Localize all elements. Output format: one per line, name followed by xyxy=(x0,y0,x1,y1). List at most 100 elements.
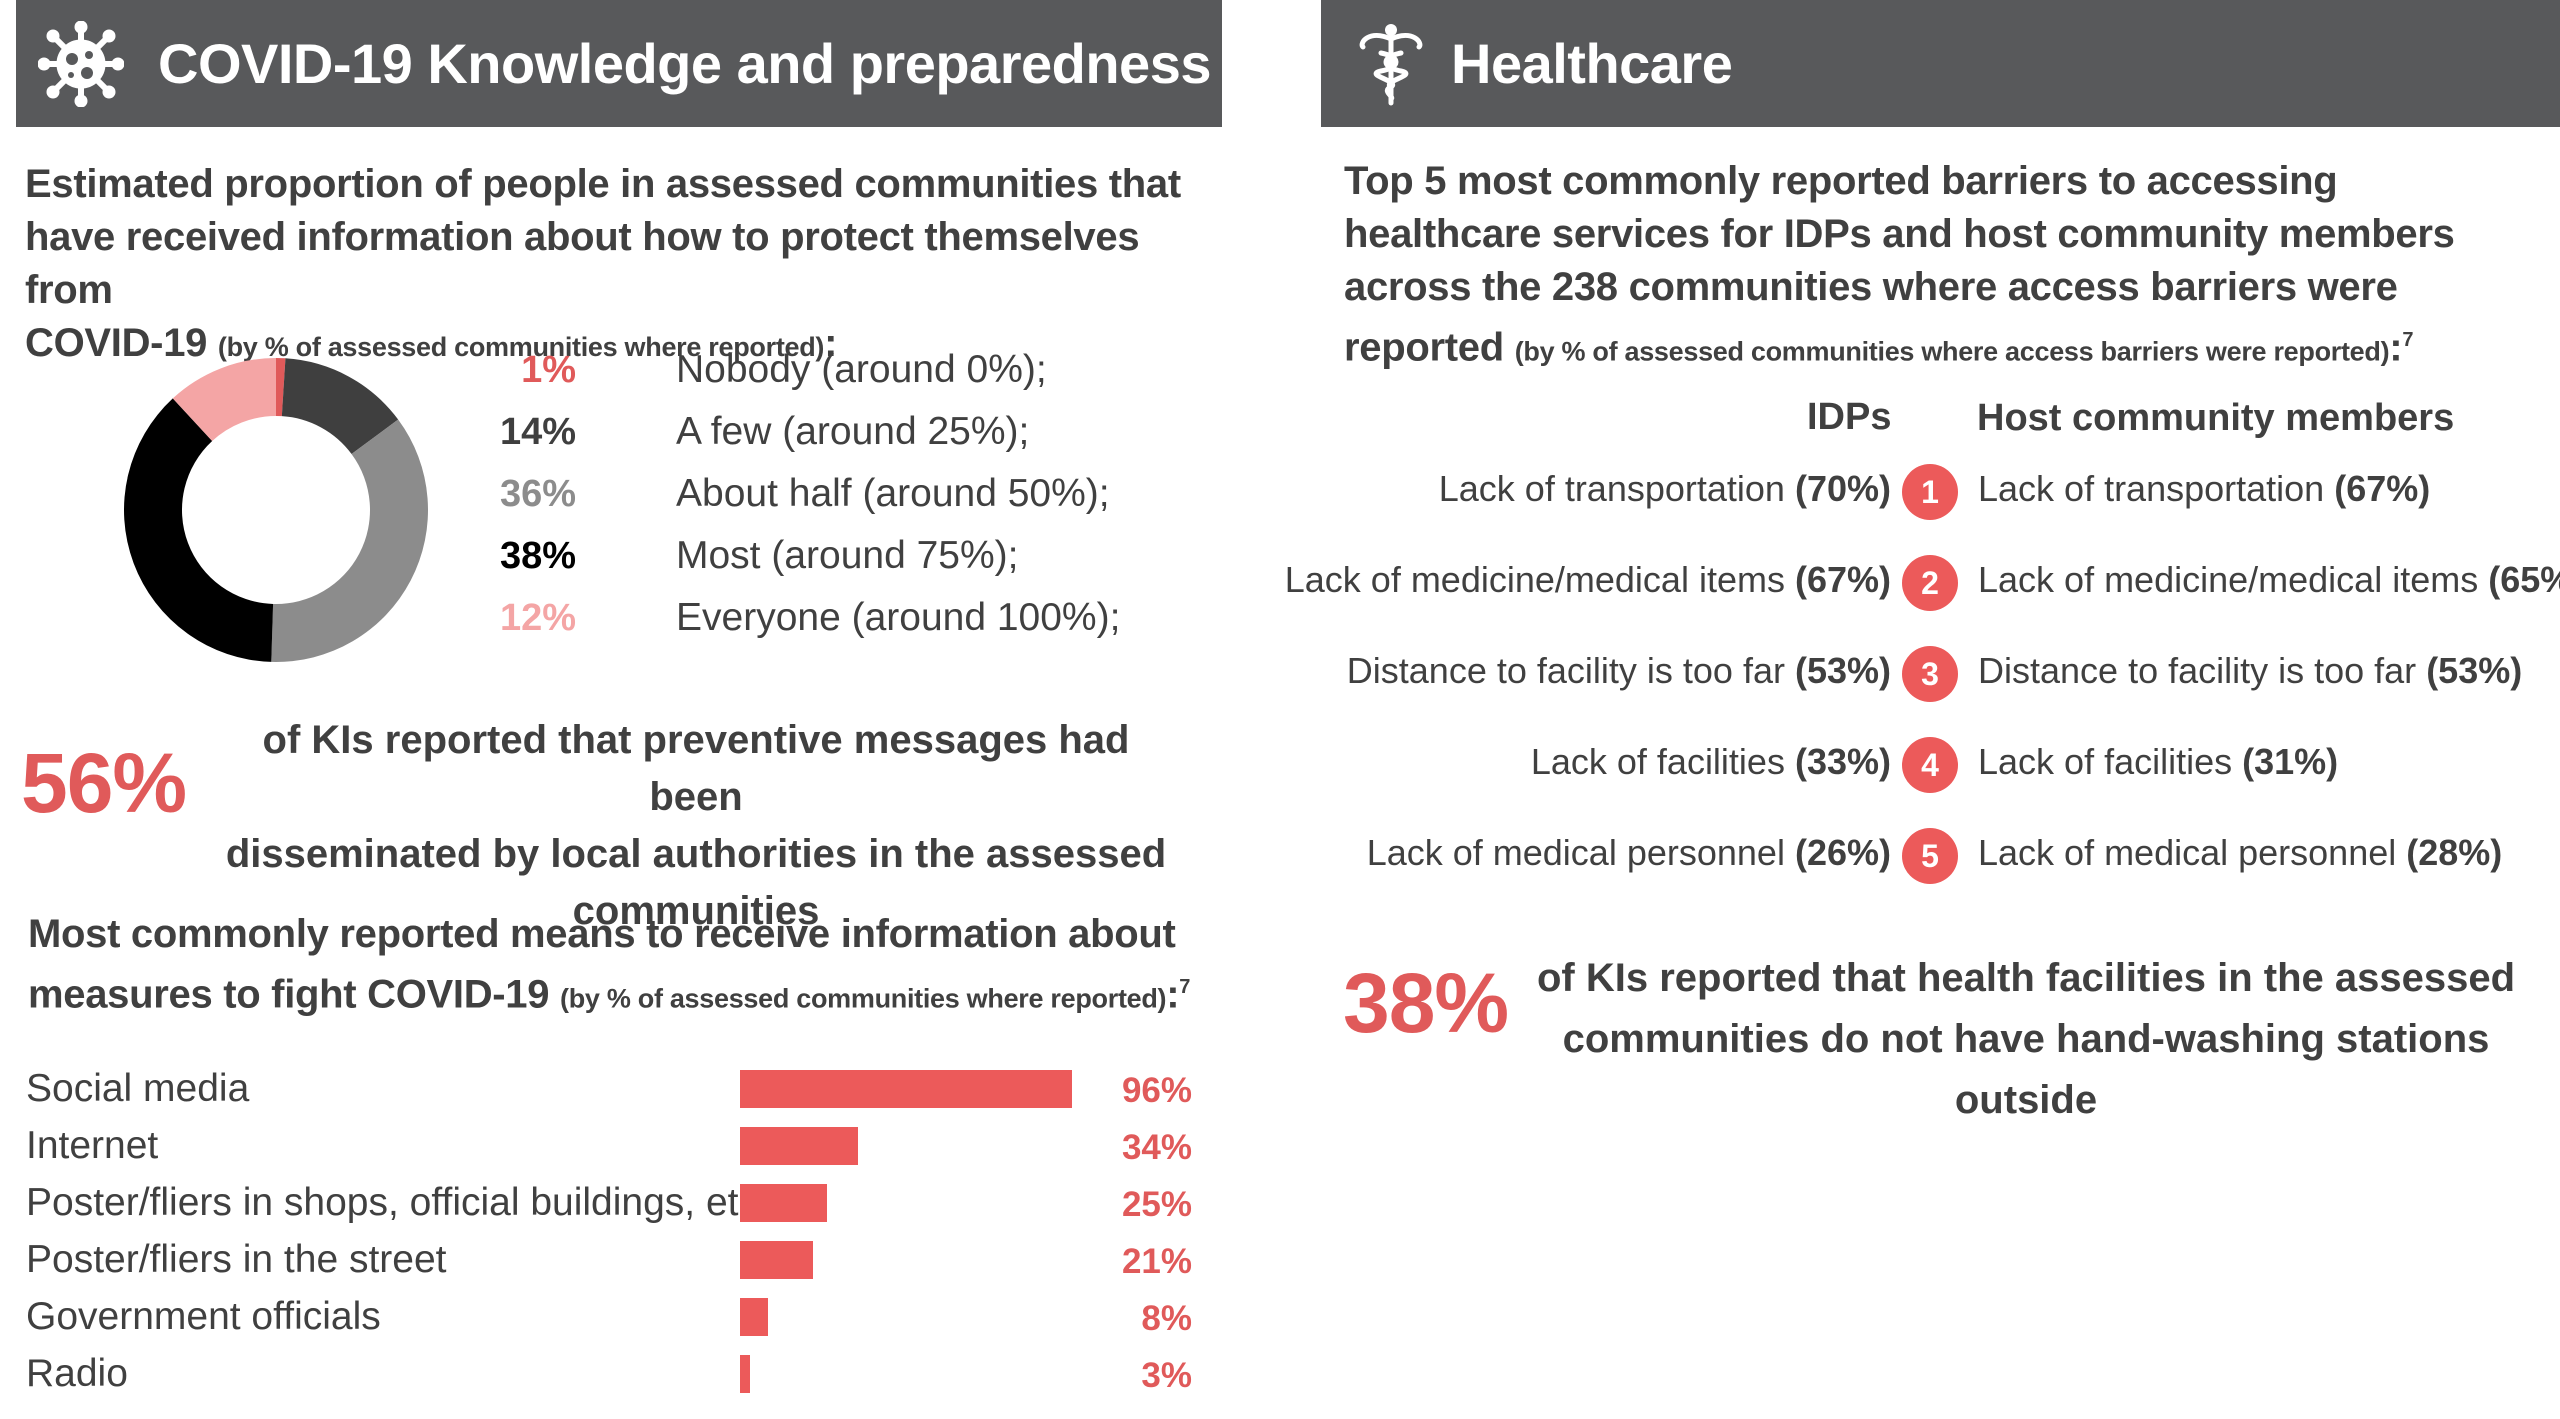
bar-heading-note: (by % of assessed communities where repo… xyxy=(560,983,1167,1014)
caduceus-icon xyxy=(1355,21,1427,107)
bar xyxy=(740,1127,858,1165)
statement-line: communities xyxy=(572,889,820,933)
healthcare-panel: Healthcare Top 5 most commonly reported … xyxy=(1285,0,2560,1122)
bar-value-label: 3% xyxy=(1141,1356,1192,1395)
barriers-heading-line: across the 238 communities where access … xyxy=(1344,265,2398,309)
host-barrier-label: Distance to facility is too far xyxy=(1978,650,2417,691)
host-barrier-value: (31%) xyxy=(2242,741,2339,782)
statement-line: of KIs reported that health facilities i… xyxy=(1536,956,2516,1000)
bar xyxy=(740,1241,813,1279)
donut-heading-line: COVID-19 xyxy=(25,321,208,365)
handwashing-stat: 38% xyxy=(1343,956,1509,1050)
donut-heading-suffix: : xyxy=(824,321,838,365)
donut-slice xyxy=(271,419,428,662)
bar-row: Radio 3% xyxy=(16,1346,1222,1403)
legend-label: Everyone (around 100%); xyxy=(676,596,1121,639)
donut-slice xyxy=(172,358,276,441)
donut-heading-line: have received information about how to p… xyxy=(25,215,1140,312)
host-barrier-value: (28%) xyxy=(2406,832,2503,873)
legend-label: A few (around 25%); xyxy=(676,410,1030,453)
idp-barrier-value: (53%) xyxy=(1794,650,1891,691)
idp-barrier-label: Lack of transportation xyxy=(1438,468,1785,509)
idp-barrier-label: Lack of medical personnel xyxy=(1366,832,1785,873)
bar-row: Poster/fliers in shops, official buildin… xyxy=(16,1175,1222,1232)
barrier-row: Lack of transportation (70%) 1 Lack of t… xyxy=(1321,462,2560,522)
bar-row: Social media 96% xyxy=(16,1061,1222,1118)
idp-barrier-value: (26%) xyxy=(1794,832,1891,873)
donut-slice xyxy=(123,398,274,662)
statement-line: communities do not have hand-washing sta… xyxy=(1562,1017,2490,1061)
bar-value-label: 34% xyxy=(1121,1128,1192,1167)
donut-slice xyxy=(281,358,399,455)
bar-row: Poster/fliers in the street 21% xyxy=(16,1232,1222,1289)
covid-knowledge-panel: COVID-19 Knowledge and preparedness Esti… xyxy=(16,0,1222,1395)
barriers-table: Lack of transportation (70%) 1 Lack of t… xyxy=(1285,462,2560,922)
donut-heading: Estimated proportion of people in assess… xyxy=(25,158,1215,374)
legend-item: 1% Nobody (around 0%); xyxy=(486,339,1047,401)
legend-item: 36% About half (around 50%); xyxy=(486,463,1110,525)
barriers-heading-line: healthcare services for IDPs and host co… xyxy=(1344,212,2455,256)
virus-icon xyxy=(37,20,125,107)
rank-badge: 2 xyxy=(1902,555,1958,611)
legend-value: 36% xyxy=(499,472,576,515)
host-barrier-value: (65%) xyxy=(2488,559,2560,600)
donut-chart xyxy=(123,358,428,662)
bar-value-label: 96% xyxy=(1121,1071,1192,1110)
idp-barrier-value: (70%) xyxy=(1794,468,1891,509)
bar-value-label: 25% xyxy=(1121,1185,1192,1224)
legend-item: 14% A few (around 25%); xyxy=(486,401,1029,463)
donut-legend: 1% Nobody (around 0%); 14% A few (around 25… xyxy=(486,339,1206,659)
statement-line: disseminated by local authorities in the… xyxy=(225,832,1167,876)
statement-line: outside xyxy=(1954,1078,2098,1122)
bar-heading: Most commonly reported means to receive … xyxy=(28,908,1218,1025)
barrier-row: Distance to facility is too far (53%) 3 … xyxy=(1321,644,2560,704)
idp-barrier-label: Lack of medicine/medical items xyxy=(1284,559,1785,600)
barriers-heading-line: reported xyxy=(1344,325,1504,370)
barriers-heading: Top 5 most commonly reported barriers to… xyxy=(1344,155,2554,378)
legend-item: 38% Most (around 75%); xyxy=(486,525,1019,587)
host-barrier-label: Lack of medical personnel xyxy=(1978,832,2397,873)
bar-category-label: Internet xyxy=(26,1124,159,1167)
host-column-header: Host community members xyxy=(1977,397,2455,439)
donut-heading-note: (by % of assessed communities where repo… xyxy=(217,332,825,362)
rank-badge: 1 xyxy=(1902,464,1958,520)
legend-value: 12% xyxy=(499,596,576,639)
idp-barrier-label: Distance to facility is too far xyxy=(1346,650,1785,691)
bar xyxy=(740,1070,1073,1108)
legend-value: 38% xyxy=(499,534,576,577)
host-barrier-value: (67%) xyxy=(2334,468,2431,509)
bar-value-label: 8% xyxy=(1141,1299,1192,1338)
bar-category-label: Government officials xyxy=(26,1295,381,1338)
handwashing-text: of KIs reported that health facilities i… xyxy=(1521,948,2531,1131)
legend-item: 12% Everyone (around 100%); xyxy=(486,587,1121,649)
bar-category-label: Social media xyxy=(26,1067,250,1110)
legend-value: 1% xyxy=(521,348,576,391)
legend-label: Nobody (around 0%); xyxy=(676,348,1047,391)
bar xyxy=(740,1298,768,1336)
barriers-heading-note: (by % of assessed communities where acce… xyxy=(1514,336,2390,367)
host-barrier-label: Lack of medicine/medical items xyxy=(1978,559,2479,600)
bar-heading-line: measures to fight COVID-19 xyxy=(28,972,550,1017)
statement-line: of KIs reported that preventive messages… xyxy=(262,718,1130,819)
rank-badge: 5 xyxy=(1902,828,1958,884)
preventive-messages-text: of KIs reported that preventive messages… xyxy=(216,712,1176,940)
idp-barrier-label: Lack of facilities xyxy=(1530,741,1785,782)
barrier-row: Lack of medical personnel (26%) 5 Lack o… xyxy=(1321,826,2560,886)
bar xyxy=(740,1184,827,1222)
legend-label: About half (around 50%); xyxy=(676,472,1110,515)
barrier-row: Lack of facilities (33%) 4 Lack of facil… xyxy=(1321,735,2560,795)
bar-row: Internet 34% xyxy=(16,1118,1222,1175)
host-barrier-value: (53%) xyxy=(2426,650,2523,691)
bar-row: Government officials 8% xyxy=(16,1289,1222,1346)
rank-badge: 4 xyxy=(1902,737,1958,793)
legend-value: 14% xyxy=(499,410,576,453)
covid-banner-title: COVID-19 Knowledge and preparedness xyxy=(158,32,1211,95)
footnote-marker: 7 xyxy=(1179,976,1191,998)
donut-heading-line: Estimated proportion of people in assess… xyxy=(25,162,1181,206)
idp-barrier-value: (67%) xyxy=(1794,559,1891,600)
legend-label: Most (around 75%); xyxy=(676,534,1019,577)
footnote-marker: 7 xyxy=(2402,329,2414,351)
bar-chart: Social media 96% Internet 34% Poster/fliers … xyxy=(16,1061,1222,1406)
idps-column-header: IDPs xyxy=(1807,396,1892,438)
bar-category-label: Radio xyxy=(26,1352,128,1395)
